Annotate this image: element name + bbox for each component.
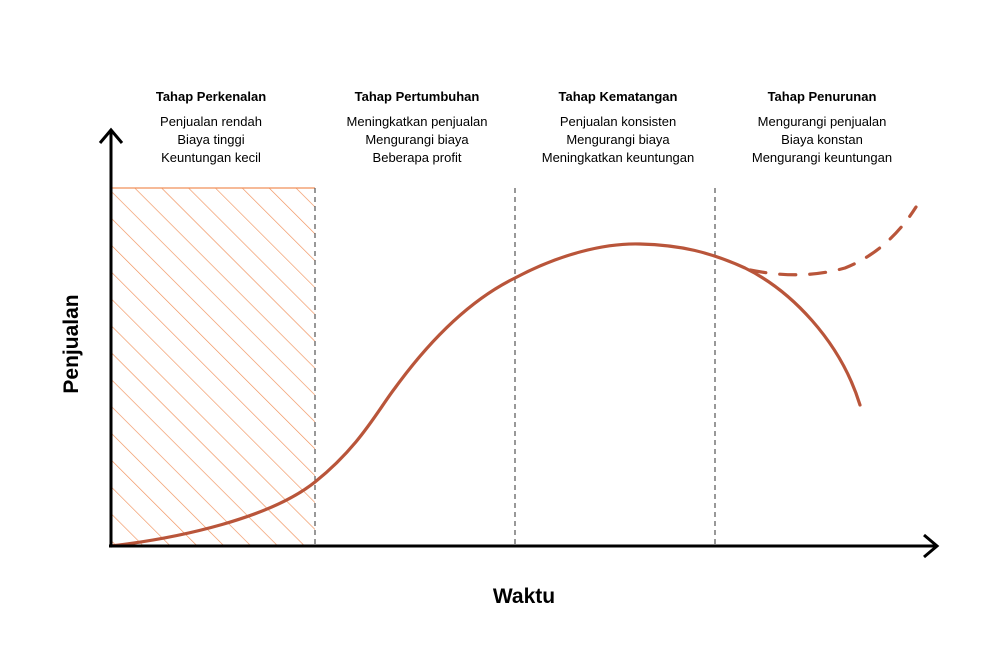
extension-dashed-curve bbox=[748, 205, 918, 277]
y-axis-arrowhead bbox=[98, 127, 124, 144]
stage-line: Beberapa profit bbox=[373, 150, 462, 165]
stage-line: Meningkatkan keuntungan bbox=[542, 150, 695, 165]
stage-title: Tahap Pertumbuhan bbox=[355, 89, 480, 104]
stage-line: Biaya konstan bbox=[781, 132, 863, 147]
sales-curve bbox=[109, 242, 862, 548]
stage-line: Keuntungan kecil bbox=[161, 150, 261, 165]
stage-line: Penjualan rendah bbox=[160, 114, 262, 129]
stage-line: Biaya tinggi bbox=[177, 132, 244, 147]
stage-title: Tahap Kematangan bbox=[559, 89, 678, 104]
stage-decline: Tahap Penurunan Mengurangi penjualan Bia… bbox=[752, 89, 892, 165]
stage-line: Mengurangi biaya bbox=[365, 132, 469, 147]
y-axis-label: Penjualan bbox=[60, 294, 83, 393]
stage-growth: Tahap Pertumbuhan Meningkatkan penjualan… bbox=[347, 89, 488, 165]
stage-introduction: Tahap Perkenalan Penjualan rendah Biaya … bbox=[156, 89, 266, 165]
stage-line: Mengurangi penjualan bbox=[758, 114, 887, 129]
stage-title: Tahap Perkenalan bbox=[156, 89, 266, 104]
stage-line: Mengurangi keuntungan bbox=[752, 150, 892, 165]
x-axis-arrowhead bbox=[923, 533, 940, 559]
stage-line: Mengurangi biaya bbox=[566, 132, 670, 147]
stage-line: Meningkatkan penjualan bbox=[347, 114, 488, 129]
stage-maturity: Tahap Kematangan Penjualan konsisten Men… bbox=[542, 89, 695, 165]
introduction-hatched-region bbox=[111, 188, 315, 546]
x-axis-label: Waktu bbox=[493, 585, 555, 608]
stage-line: Penjualan konsisten bbox=[560, 114, 676, 129]
stage-title: Tahap Penurunan bbox=[768, 89, 877, 104]
